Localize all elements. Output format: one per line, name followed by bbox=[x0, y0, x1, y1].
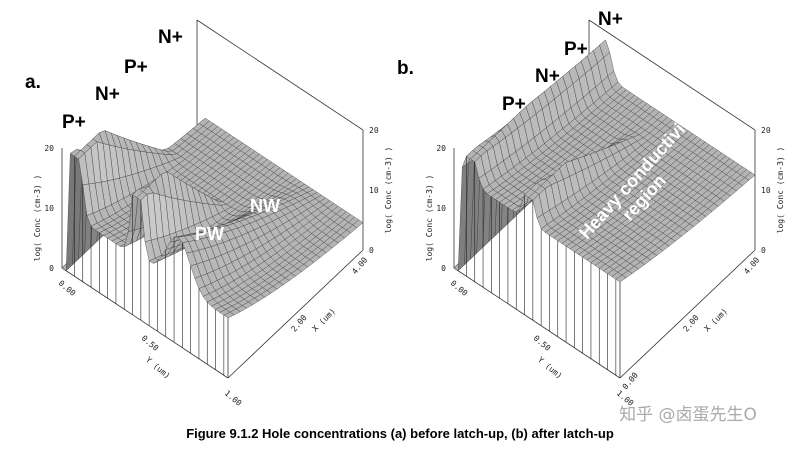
z-tick-label: 10 bbox=[369, 186, 379, 195]
region-label: N+ bbox=[598, 9, 623, 30]
surface-cell bbox=[223, 311, 235, 319]
region-label: N+ bbox=[535, 66, 560, 87]
z-tick-label: 20 bbox=[761, 126, 771, 135]
panel-label: b. bbox=[397, 58, 414, 79]
x-tick-label: 4.00 bbox=[350, 255, 369, 276]
y-axis-label: Y (um) bbox=[536, 355, 564, 380]
region-label: P+ bbox=[502, 94, 526, 115]
y-tick-label: 0.50 bbox=[140, 334, 161, 353]
axis-box bbox=[453, 267, 621, 379]
y-tick-label: 0.00 bbox=[449, 279, 470, 298]
region-label: N+ bbox=[95, 84, 120, 105]
surface-cell bbox=[615, 274, 627, 283]
x-axis-label: X (um) bbox=[311, 307, 338, 334]
x-tick-label: 2.00 bbox=[681, 313, 700, 334]
y-tick-label: 0.50 bbox=[532, 334, 553, 353]
caption: Figure 9.1.2 Hole concentrations (a) bef… bbox=[186, 426, 614, 441]
region-label: N+ bbox=[158, 27, 183, 48]
annotation: NW bbox=[250, 196, 280, 216]
axis-box bbox=[619, 249, 756, 379]
annotation: PW bbox=[195, 224, 224, 244]
z-axis-label: log( Conc (cm-3) ) bbox=[425, 175, 434, 262]
z-axis-label: log( Conc (cm-3) ) bbox=[384, 147, 393, 234]
panel: b.P+N+P+N+Heavy conductivityregion010200… bbox=[397, 9, 785, 408]
y-tick-label: 1.00 bbox=[223, 389, 244, 408]
watermark: 知乎 @卤蛋先生O bbox=[619, 405, 757, 425]
x-tick-label: 2.00 bbox=[289, 313, 308, 334]
axis-box bbox=[196, 19, 364, 131]
z-tick-label: 0 bbox=[369, 246, 374, 255]
z-tick-label: 0 bbox=[441, 264, 446, 273]
z-axis-label: log( Conc (cm-3) ) bbox=[33, 175, 42, 262]
z-tick-label: 0 bbox=[761, 246, 766, 255]
axis-box bbox=[61, 267, 229, 379]
axis-box bbox=[588, 19, 756, 131]
y-axis-label: Y (um) bbox=[144, 355, 172, 380]
region-label: P+ bbox=[124, 57, 148, 78]
x-axis-label: X (um) bbox=[703, 307, 730, 334]
x-tick-label: 0.00 bbox=[621, 371, 640, 392]
z-tick-label: 20 bbox=[369, 126, 379, 135]
panel-label: a. bbox=[25, 72, 41, 93]
z-tick-label: 10 bbox=[44, 204, 54, 213]
y-tick-label: 0.00 bbox=[57, 279, 78, 298]
z-tick-label: 20 bbox=[44, 144, 54, 153]
z-tick-label: 10 bbox=[436, 204, 446, 213]
x-tick-label: 4.00 bbox=[742, 255, 761, 276]
region-label: P+ bbox=[62, 112, 86, 133]
z-tick-label: 20 bbox=[436, 144, 446, 153]
region-label: P+ bbox=[564, 39, 588, 60]
z-axis-label: log( Conc (cm-3) ) bbox=[776, 147, 785, 234]
z-tick-label: 10 bbox=[761, 186, 771, 195]
z-tick-label: 0 bbox=[49, 264, 54, 273]
axis-box bbox=[227, 249, 364, 379]
